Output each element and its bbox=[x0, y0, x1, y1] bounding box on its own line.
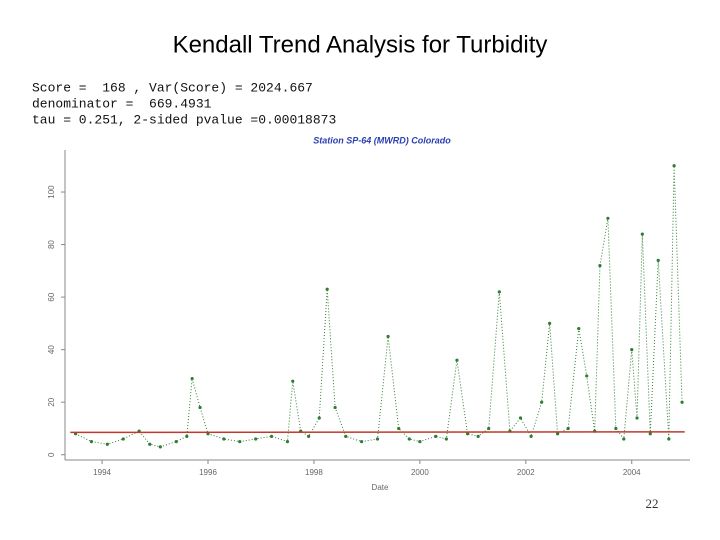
data-point bbox=[529, 434, 533, 438]
data-point bbox=[614, 426, 618, 431]
x-axis-label: Date bbox=[372, 483, 389, 492]
data-point bbox=[185, 434, 189, 438]
data-point bbox=[307, 434, 311, 438]
data-point bbox=[497, 290, 501, 294]
data-point bbox=[105, 442, 109, 446]
y-tick-label: 60 bbox=[47, 292, 56, 301]
data-point bbox=[174, 440, 178, 444]
stat-line: tau = 0.251, 2-sided pvalue =0.00018873 bbox=[32, 112, 336, 127]
data-point bbox=[555, 432, 560, 436]
data-point bbox=[317, 416, 321, 420]
data-point bbox=[158, 445, 162, 449]
data-point bbox=[640, 232, 644, 236]
page-number: 22 bbox=[646, 496, 659, 511]
data-point bbox=[577, 327, 581, 331]
data-point bbox=[386, 334, 390, 339]
data-point bbox=[585, 374, 589, 378]
data-point bbox=[190, 376, 194, 381]
data-point bbox=[344, 434, 348, 438]
data-point bbox=[635, 416, 639, 420]
x-tick-label: 1994 bbox=[93, 468, 111, 477]
data-point bbox=[121, 437, 125, 441]
data-point bbox=[518, 416, 523, 420]
chart-title: Station SP-64 (MWRD) Colorado bbox=[313, 135, 451, 145]
data-point bbox=[254, 437, 258, 441]
x-tick-label: 2002 bbox=[517, 468, 535, 477]
data-point bbox=[148, 442, 152, 446]
data-point bbox=[238, 440, 242, 444]
data-point bbox=[375, 437, 380, 441]
data-point bbox=[198, 405, 202, 410]
data-point bbox=[648, 432, 652, 436]
stat-line: Score = 168 , Var(Score) = 2024.667 bbox=[32, 80, 313, 95]
trend-line bbox=[70, 431, 685, 434]
data-point bbox=[285, 440, 290, 444]
data-point bbox=[680, 400, 684, 404]
data-point bbox=[487, 426, 491, 431]
data-point bbox=[291, 379, 295, 383]
x-tick-label: 1996 bbox=[199, 468, 217, 477]
data-point bbox=[325, 287, 329, 291]
data-point bbox=[476, 434, 480, 438]
data-point bbox=[333, 405, 337, 410]
data-line bbox=[75, 165, 683, 448]
y-tick-label: 80 bbox=[47, 240, 56, 249]
data-point bbox=[418, 440, 422, 444]
data-point bbox=[89, 440, 94, 444]
data-point bbox=[444, 437, 448, 441]
data-point bbox=[465, 432, 470, 436]
data-point bbox=[622, 437, 626, 441]
data-point bbox=[407, 437, 411, 441]
data-point bbox=[630, 348, 634, 352]
x-tick-label: 2004 bbox=[623, 468, 641, 477]
data-point bbox=[598, 263, 602, 268]
data-point bbox=[222, 437, 226, 441]
x-tick-label: 1998 bbox=[305, 468, 323, 477]
data-point bbox=[656, 258, 660, 262]
y-tick-label: 0 bbox=[47, 452, 56, 457]
slide-title: Kendall Trend Analysis for Turbidity bbox=[173, 31, 548, 58]
stat-line: denominator = 669.4931 bbox=[32, 96, 212, 111]
data-point bbox=[667, 437, 671, 441]
data-point bbox=[455, 358, 459, 362]
y-tick-label: 40 bbox=[47, 345, 56, 354]
x-tick-label: 2000 bbox=[411, 468, 429, 477]
data-point bbox=[434, 434, 438, 438]
data-point bbox=[397, 426, 401, 431]
data-point bbox=[672, 164, 676, 168]
data-point bbox=[269, 434, 274, 438]
data-point bbox=[606, 216, 610, 220]
y-tick-label: 20 bbox=[47, 397, 56, 406]
data-point bbox=[360, 440, 364, 444]
y-tick-label: 100 bbox=[47, 185, 56, 199]
data-point bbox=[566, 426, 570, 431]
data-point bbox=[540, 400, 544, 404]
data-point bbox=[548, 321, 552, 325]
